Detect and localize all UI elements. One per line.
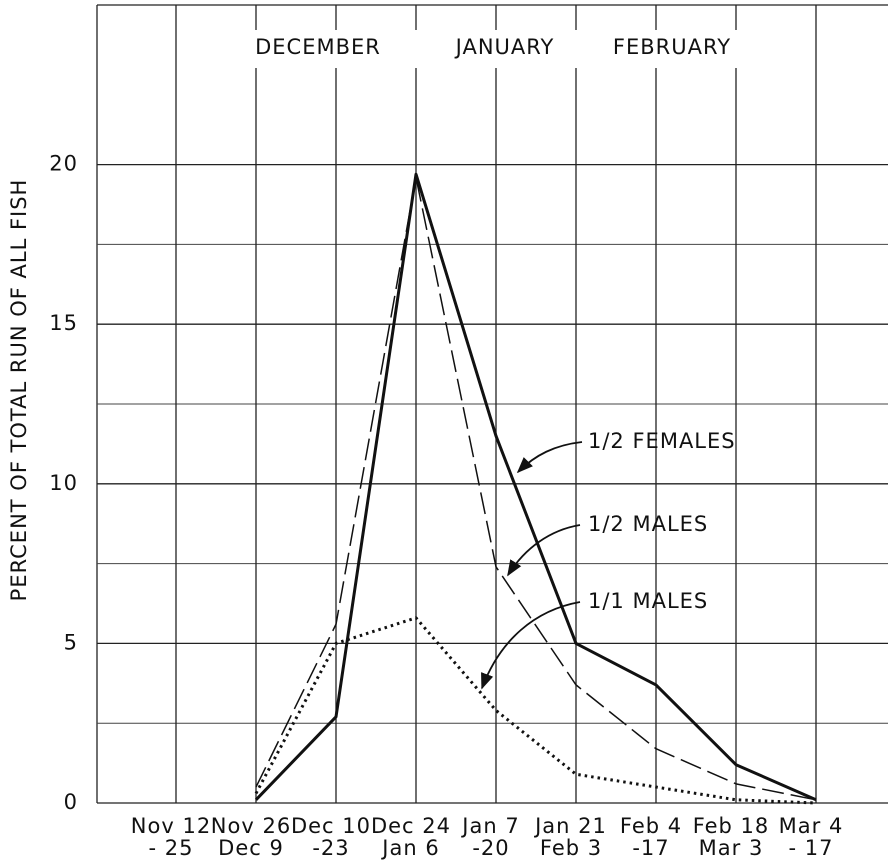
series-line	[254, 616, 817, 805]
x-tick-label: Feb 18	[693, 814, 770, 838]
x-tick-label: Jan 7	[460, 814, 519, 838]
x-tick-label: Feb 4	[620, 814, 682, 838]
x-tick-label: Nov 12	[131, 814, 211, 838]
y-axis-label: PERCENT OF TOTAL RUN OF ALL FISH	[7, 179, 31, 602]
y-tick-label: 15	[49, 311, 78, 335]
y-tick-label: 5	[64, 630, 78, 654]
x-tick-label: Jan 21	[533, 814, 607, 838]
x-tick-label: - 25	[149, 836, 194, 860]
month-label: JANUARY	[454, 35, 555, 59]
series-line	[254, 172, 817, 802]
x-tick-label: Mar 4	[779, 814, 844, 838]
x-tick-label: - 17	[789, 836, 834, 860]
x-tick-label: -23	[312, 836, 349, 860]
y-tick-label: 10	[49, 471, 78, 495]
y-tick-label: 0	[64, 790, 78, 814]
x-tick-label: Dec 10	[291, 814, 371, 838]
grid	[96, 4, 888, 804]
series-label: 1/1 MALES	[588, 589, 708, 613]
x-tick-label: Jan 6	[380, 836, 439, 860]
series-label: 1/2 MALES	[588, 512, 708, 536]
series-line	[255, 176, 817, 801]
arrow	[481, 601, 581, 690]
month-label: FEBRUARY	[613, 35, 731, 59]
series-label: 1/2 FEMALES	[588, 429, 736, 453]
header-bg	[240, 30, 760, 68]
y-tick-label: 20	[49, 152, 78, 176]
x-tick-label: Nov 26	[211, 814, 291, 838]
x-tick-label: Feb 3	[540, 836, 602, 860]
month-label: DECEMBER	[255, 35, 381, 59]
x-tick-label: Dec 9	[218, 836, 284, 860]
x-tick-label: -17	[632, 836, 669, 860]
x-tick-label: Dec 24	[371, 814, 451, 838]
arrow	[516, 441, 583, 474]
arrow	[507, 524, 581, 577]
x-tick-label: Mar 3	[699, 836, 764, 860]
x-tick-label: -20	[472, 836, 509, 860]
